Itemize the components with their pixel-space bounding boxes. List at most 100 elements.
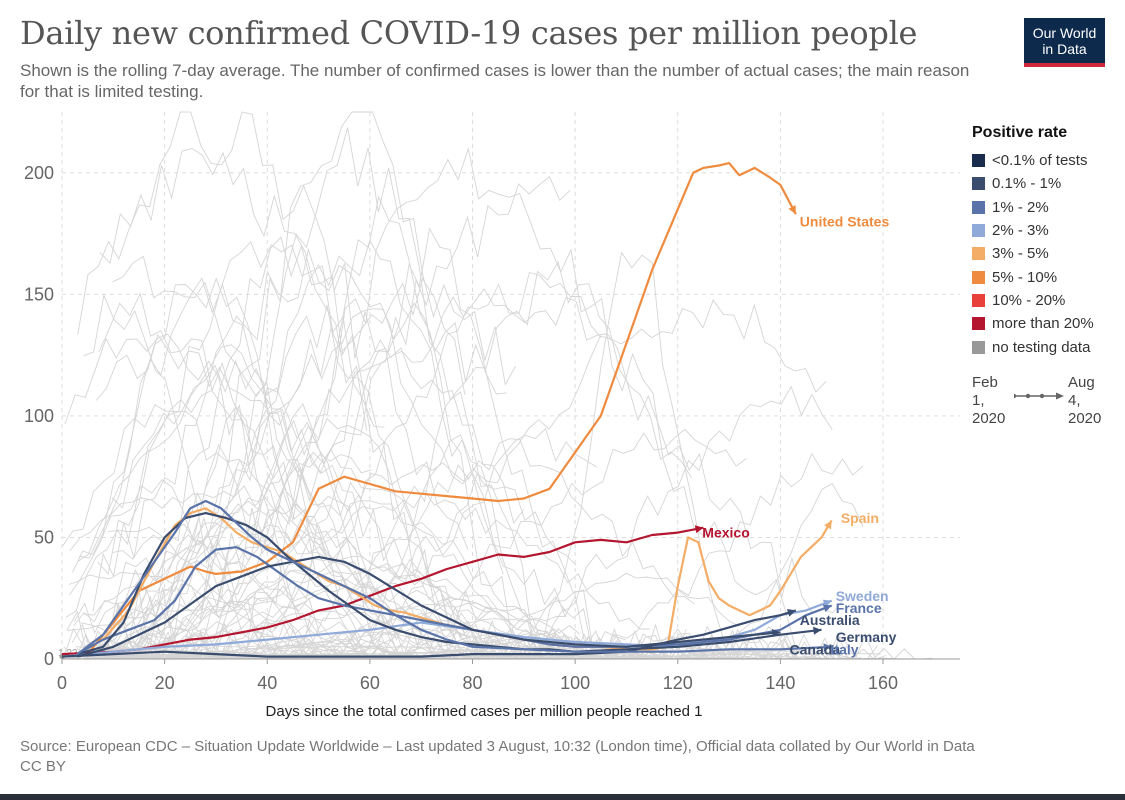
- legend-item[interactable]: 10% - 20%: [972, 289, 1122, 312]
- legend-item[interactable]: 2% - 3%: [972, 219, 1122, 242]
- background-line: [99, 148, 368, 431]
- background-line: [112, 255, 626, 661]
- timeline-start-month: Feb: [972, 374, 998, 391]
- series-end-arrow: [786, 608, 796, 617]
- series-line: [61, 599, 833, 658]
- timeline-slider[interactable]: Feb 1, 2020 Aug 4, 2020: [972, 374, 1112, 434]
- background-line: [80, 127, 851, 661]
- legend-title: Positive rate: [972, 124, 1068, 141]
- legend-item[interactable]: 5% - 10%: [972, 265, 1122, 288]
- x-tick-label: 100: [560, 673, 590, 693]
- line-chart: 0 50 100 150 200 0 20 40 60 80 100 120 140 160 Days si…: [24, 111, 960, 720]
- series-label: United States: [800, 213, 890, 229]
- license-line: CC BY: [20, 758, 66, 775]
- series-line: [77, 511, 822, 656]
- source-note: Source: European CDC – Situation Update …: [20, 737, 975, 777]
- x-tick-label: 120: [663, 673, 693, 693]
- series-end-arrow: [788, 205, 796, 215]
- source-line: Source: European CDC – Situation Update …: [20, 738, 975, 755]
- x-tick-label: 80: [462, 673, 482, 693]
- background-line: [103, 500, 916, 660]
- legend-swatch: [972, 293, 985, 307]
- background-line: [72, 277, 484, 661]
- timeline-track[interactable]: [1014, 391, 1066, 401]
- timeline-start-day: 1,: [972, 392, 985, 409]
- legend-swatch: [972, 317, 985, 331]
- legend-item[interactable]: 1% - 2%: [972, 196, 1122, 219]
- logo-line-2: in Data: [1042, 41, 1087, 57]
- timeline-start-year: 2020: [972, 410, 1006, 427]
- y-tick-label: 150: [24, 284, 54, 304]
- series-end-arrow: [822, 604, 832, 613]
- legend-swatch: [972, 177, 985, 191]
- legend-swatch: [972, 154, 985, 168]
- chart-title: Daily new confirmed COVID-19 cases per m…: [20, 14, 918, 52]
- chart-subtitle: Shown is the rolling 7-day average. The …: [20, 61, 970, 101]
- legend-item[interactable]: more than 20%: [972, 312, 1122, 335]
- background-line: [77, 111, 469, 550]
- series-end-arrow: [823, 643, 832, 652]
- legend-swatch: [972, 224, 985, 238]
- background-line: [79, 428, 747, 660]
- y-tick-label: 0: [44, 649, 54, 669]
- timeline-end-day: 4,: [1068, 392, 1081, 409]
- y-tick-label: 100: [24, 406, 54, 426]
- legend-label: 3% - 5%: [992, 245, 1049, 263]
- series-end-arrow: [824, 520, 832, 530]
- x-tick-label: 20: [155, 673, 175, 693]
- series-label: Italy: [831, 641, 859, 657]
- series-label: Sweden: [836, 588, 889, 604]
- y-tick-label: 200: [24, 163, 54, 183]
- series-label: Germany: [836, 629, 897, 645]
- series-line: [61, 526, 704, 656]
- legend-label: 2% - 3%: [992, 222, 1049, 240]
- logo-line-1: Our World: [1032, 25, 1097, 41]
- legend-item[interactable]: no testing data: [972, 335, 1122, 358]
- timeline-end-month: Aug: [1068, 374, 1095, 391]
- x-axis-title: Days since the total confirmed cases per…: [266, 703, 703, 720]
- legend-label: more than 20%: [992, 315, 1094, 333]
- x-tick-label: 140: [765, 673, 795, 693]
- series-lines: [61, 162, 833, 658]
- series-labels: United States Mexico Spain SwedenFranceAust…: [702, 213, 896, 657]
- background-line: [105, 302, 507, 642]
- series-line: [86, 162, 797, 655]
- background-line: [80, 227, 687, 661]
- series-label: France: [836, 600, 882, 616]
- series-label: Australia: [800, 612, 860, 628]
- series-line: [61, 609, 797, 658]
- legend-swatch: [972, 340, 985, 354]
- legend-swatch: [972, 270, 985, 284]
- owid-logo[interactable]: Our World in Data: [1024, 18, 1105, 67]
- background-line: [76, 566, 580, 656]
- background-line: [87, 251, 745, 661]
- timeline-start-label: Feb 1, 2020: [972, 374, 1005, 428]
- x-tick-label: 40: [257, 673, 277, 693]
- legend-label: 10% - 20%: [992, 291, 1066, 309]
- x-tick-label: 160: [868, 673, 898, 693]
- legend-label: no testing data: [992, 338, 1091, 356]
- legend: Positive rate <0.1% of tests 0.1% - 1% 1% …: [972, 124, 1122, 359]
- y-tick-label: 50: [34, 527, 54, 547]
- background-line: [66, 175, 571, 661]
- series-end-arrow: [813, 626, 822, 635]
- background-line: [62, 288, 844, 660]
- background-line: [92, 247, 750, 661]
- footer-bar: [0, 794, 1125, 800]
- background-line: [95, 111, 466, 660]
- background-line: [106, 260, 692, 661]
- background-line: [78, 389, 418, 641]
- legend-item[interactable]: 3% - 5%: [972, 242, 1122, 265]
- x-tick-label: 0: [57, 673, 67, 693]
- series-label: Canada: [790, 641, 841, 657]
- series-end-arrow: [772, 629, 781, 637]
- legend-label: <0.1% of tests: [992, 152, 1088, 170]
- legend-label: 0.1% - 1%: [992, 175, 1062, 193]
- background-line: [109, 438, 695, 660]
- background-line: [73, 274, 516, 635]
- legend-item[interactable]: 0.1% - 1%: [972, 172, 1122, 195]
- series-line: [76, 499, 832, 655]
- legend-swatch: [972, 247, 985, 261]
- series-label: Mexico: [702, 525, 749, 541]
- legend-item[interactable]: <0.1% of tests: [972, 149, 1122, 172]
